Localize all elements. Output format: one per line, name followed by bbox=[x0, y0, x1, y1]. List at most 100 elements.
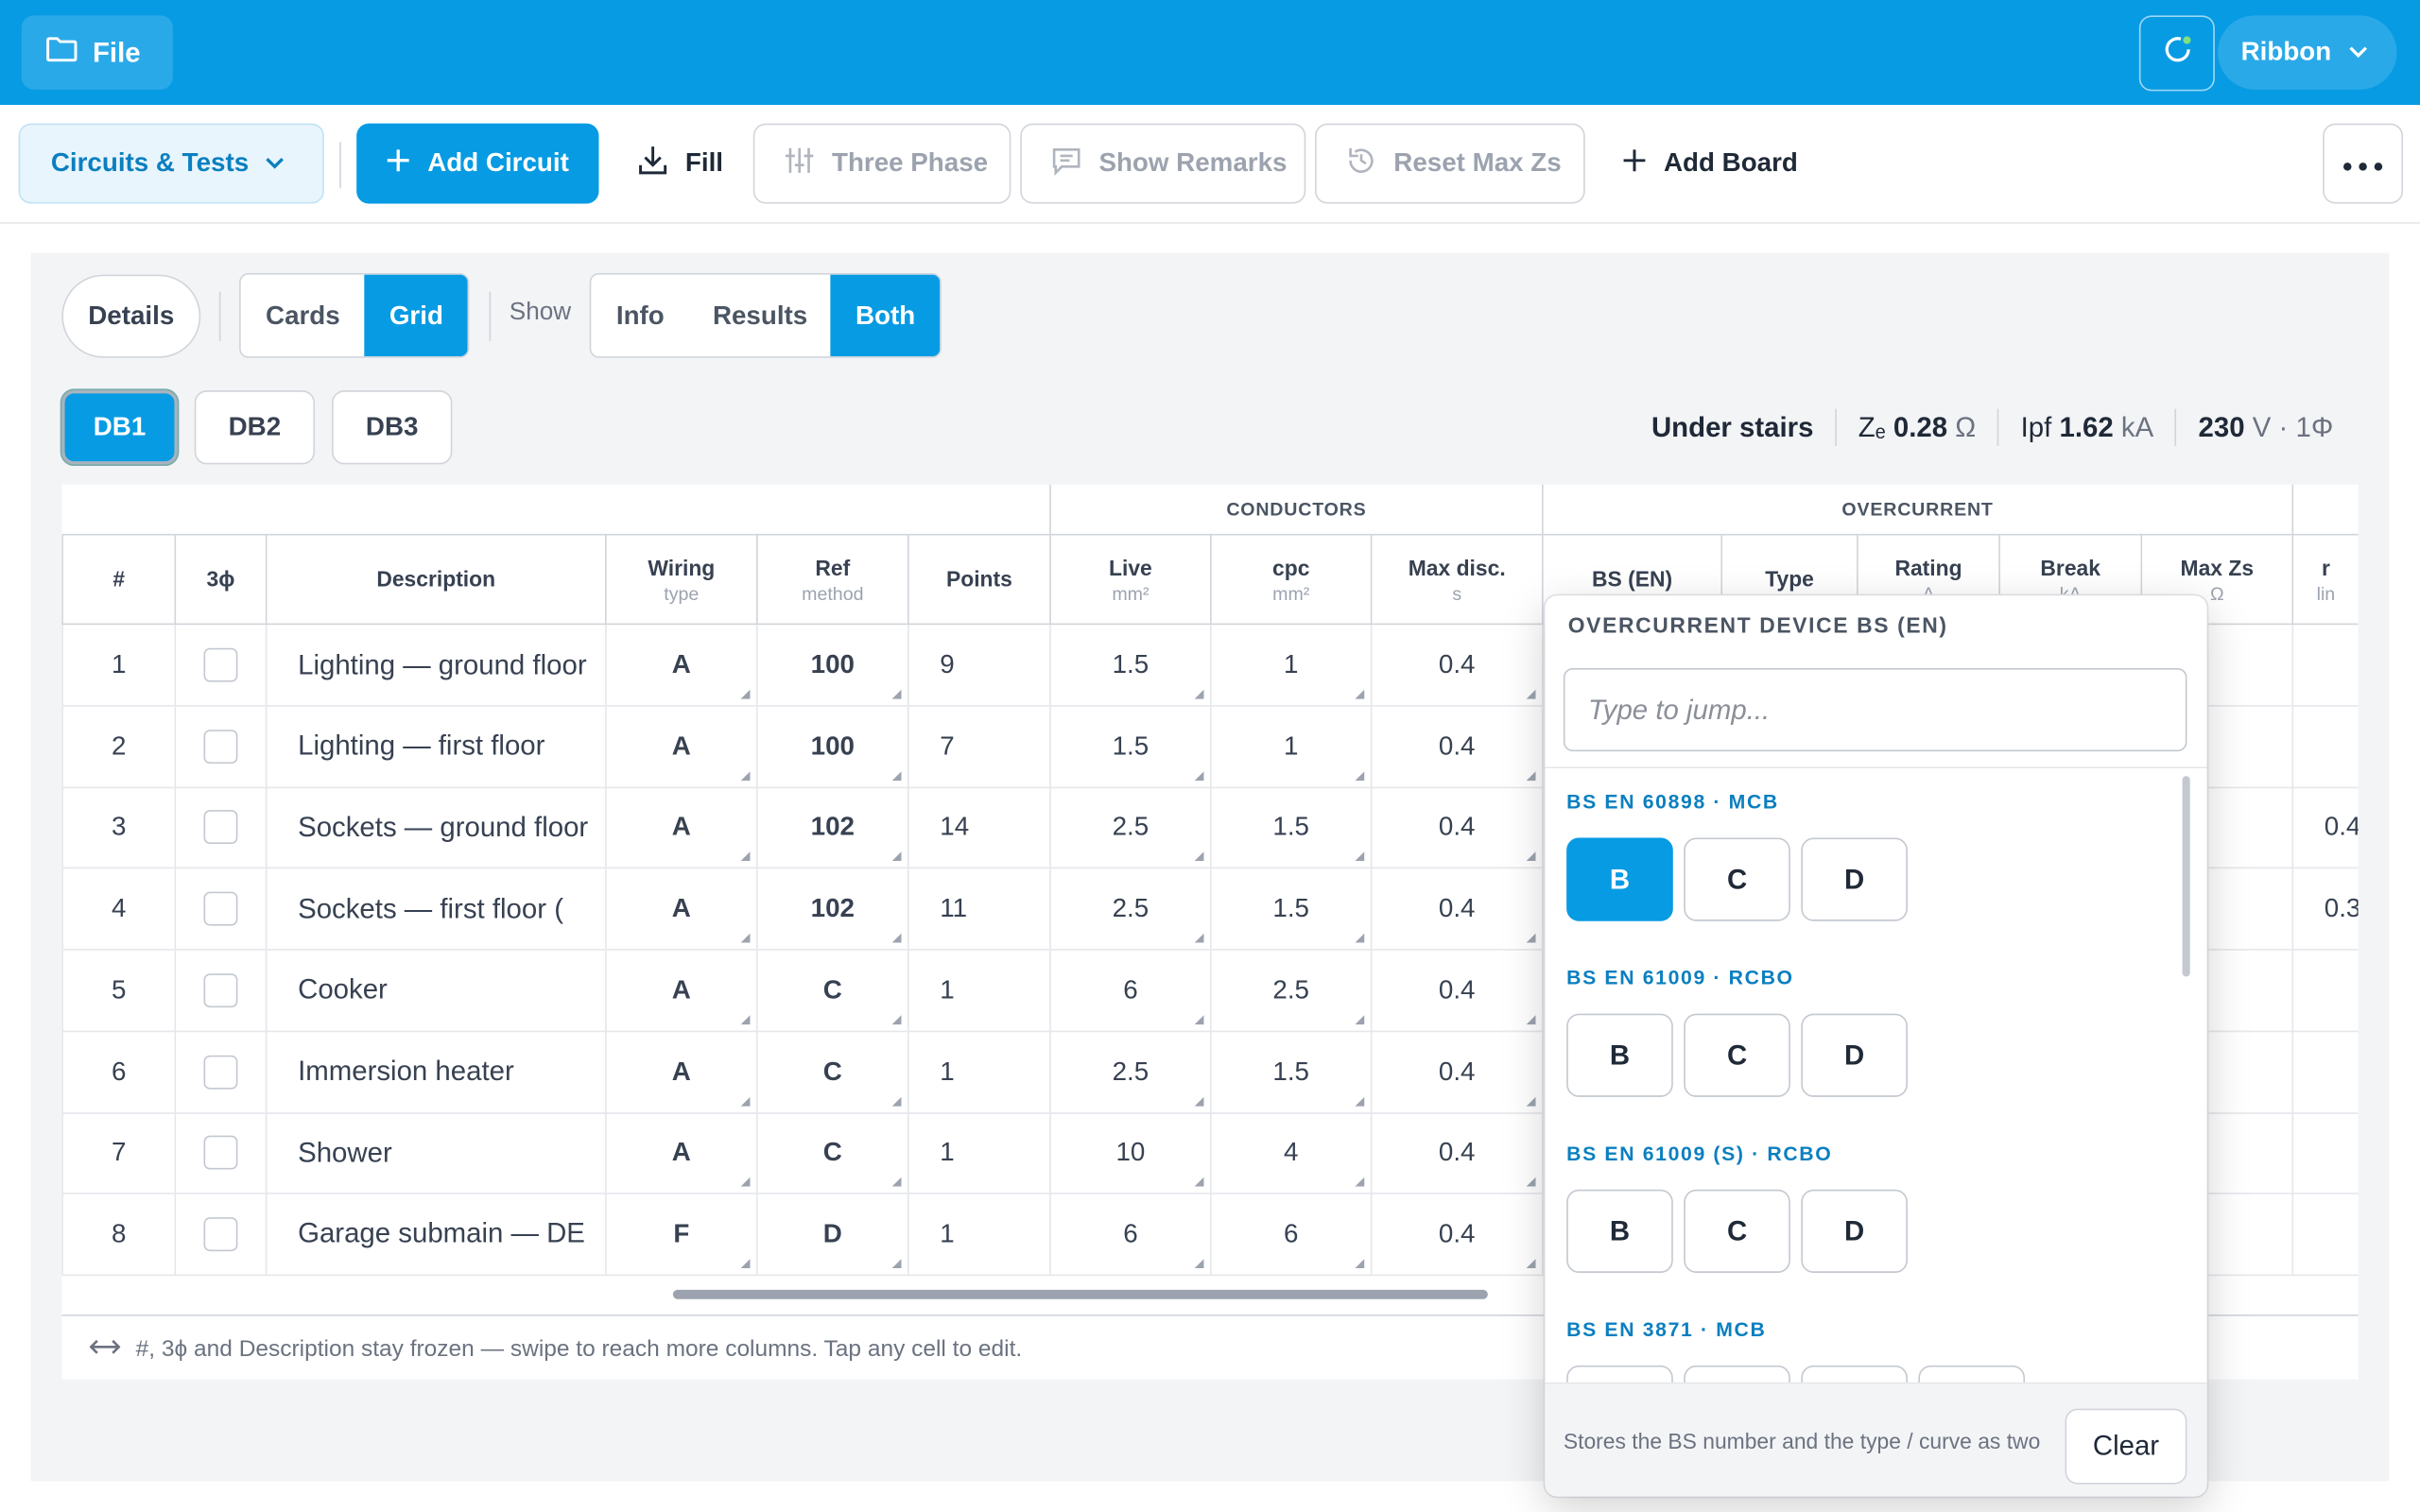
curve-option-button[interactable]: D bbox=[1801, 1013, 1908, 1097]
cell-extra[interactable] bbox=[2291, 950, 2358, 1031]
cell-points[interactable]: 1 bbox=[907, 950, 1049, 1031]
curve-option-button[interactable]: B bbox=[1566, 1189, 1673, 1273]
cell-bs[interactable] bbox=[1542, 950, 1720, 1031]
circuits-tests-dropdown[interactable]: Circuits & Tests bbox=[18, 123, 324, 204]
cell-bs[interactable] bbox=[1542, 1194, 1720, 1275]
cell-extra[interactable]: 0.3 bbox=[2291, 868, 2359, 950]
cell-cpc[interactable]: 1 bbox=[1210, 625, 1371, 706]
jump-search-input[interactable] bbox=[1563, 667, 2187, 752]
cell-disc[interactable]: 0.4 bbox=[1370, 950, 1542, 1031]
cell-ref[interactable]: C bbox=[755, 950, 908, 1031]
cell-points[interactable]: 11 bbox=[907, 868, 1049, 950]
cell-bs[interactable] bbox=[1542, 787, 1720, 868]
show-remarks-button[interactable]: Show Remarks bbox=[1020, 123, 1306, 204]
cell-extra[interactable] bbox=[2291, 706, 2358, 787]
cell-live[interactable]: 2.5 bbox=[1049, 787, 1210, 868]
dropdown-scrollbar[interactable] bbox=[2182, 776, 2190, 977]
three-phase-checkbox[interactable] bbox=[203, 1216, 238, 1251]
cell-ref[interactable]: D bbox=[755, 1194, 908, 1275]
cell-disc[interactable]: 0.4 bbox=[1370, 1112, 1542, 1194]
cell-disc[interactable]: 0.4 bbox=[1370, 706, 1542, 787]
cell-ref[interactable]: C bbox=[755, 1112, 908, 1194]
add-circuit-button[interactable]: Add Circuit bbox=[356, 123, 599, 204]
cell-bs[interactable] bbox=[1542, 706, 1720, 787]
cell-extra[interactable] bbox=[2291, 1194, 2358, 1275]
three-phase-checkbox[interactable] bbox=[203, 810, 238, 845]
cell-wiring[interactable]: A bbox=[605, 1031, 756, 1112]
cell-points[interactable]: 1 bbox=[907, 1194, 1049, 1275]
layout-option-cards[interactable]: Cards bbox=[266, 300, 340, 330]
curve-option-button[interactable]: B bbox=[1566, 1013, 1673, 1097]
cell-disc[interactable]: 0.4 bbox=[1370, 868, 1542, 950]
curve-option-button[interactable]: D bbox=[1801, 837, 1908, 921]
cell-bs[interactable] bbox=[1542, 868, 1720, 950]
three-phase-checkbox[interactable] bbox=[203, 647, 238, 682]
cell-cpc[interactable]: 2.5 bbox=[1210, 950, 1371, 1031]
board-tab-db2[interactable]: DB2 bbox=[194, 390, 316, 465]
cell-desc[interactable]: Sockets — first floor ( bbox=[265, 868, 605, 950]
cell-num[interactable]: 8 bbox=[61, 1194, 174, 1275]
cell-wiring[interactable]: A bbox=[605, 706, 756, 787]
three-phase-checkbox-cell[interactable] bbox=[174, 950, 265, 1031]
cell-extra[interactable] bbox=[2291, 625, 2358, 706]
three-phase-checkbox-cell[interactable] bbox=[174, 625, 265, 706]
cell-num[interactable]: 3 bbox=[61, 787, 174, 868]
cell-disc[interactable]: 0.4 bbox=[1370, 1031, 1542, 1112]
three-phase-checkbox[interactable] bbox=[203, 1054, 238, 1089]
three-phase-checkbox[interactable] bbox=[203, 972, 238, 1007]
cell-disc[interactable]: 0.4 bbox=[1370, 1194, 1542, 1275]
cell-num[interactable]: 5 bbox=[61, 950, 174, 1031]
cell-cpc[interactable]: 4 bbox=[1210, 1112, 1371, 1194]
cell-bs[interactable] bbox=[1542, 625, 1720, 706]
show-option-info[interactable]: Info bbox=[615, 300, 665, 330]
cell-cpc[interactable]: 6 bbox=[1210, 1194, 1371, 1275]
cell-live[interactable]: 6 bbox=[1049, 950, 1210, 1031]
cell-live[interactable]: 6 bbox=[1049, 1194, 1210, 1275]
three-phase-checkbox[interactable] bbox=[203, 729, 238, 764]
cell-points[interactable]: 1 bbox=[907, 1031, 1049, 1112]
details-button[interactable]: Details bbox=[61, 274, 201, 358]
cell-wiring[interactable]: A bbox=[605, 950, 756, 1031]
file-button[interactable]: File bbox=[21, 15, 173, 90]
cell-wiring[interactable]: A bbox=[605, 868, 756, 950]
board-tab-db1[interactable]: DB1 bbox=[61, 390, 178, 465]
cell-desc[interactable]: Shower bbox=[265, 1112, 605, 1194]
cell-num[interactable]: 4 bbox=[61, 868, 174, 950]
curve-option-button[interactable]: C bbox=[1684, 1013, 1790, 1097]
horizontal-scrollbar[interactable] bbox=[672, 1289, 1488, 1299]
show-option-results[interactable]: Results bbox=[712, 300, 808, 330]
three-phase-checkbox[interactable] bbox=[203, 1135, 238, 1170]
cell-wiring[interactable]: A bbox=[605, 1112, 756, 1194]
curve-option-button[interactable]: D bbox=[1801, 1189, 1908, 1273]
curve-option-button[interactable]: B bbox=[1566, 837, 1673, 921]
cell-desc[interactable]: Sockets — ground floor bbox=[265, 787, 605, 868]
three-phase-checkbox-cell[interactable] bbox=[174, 1194, 265, 1275]
cell-extra[interactable] bbox=[2291, 1031, 2358, 1112]
sync-button[interactable] bbox=[2138, 15, 2215, 92]
cell-extra[interactable] bbox=[2291, 1112, 2358, 1194]
cell-desc[interactable]: Lighting — ground floor bbox=[265, 625, 605, 706]
cell-cpc[interactable]: 1.5 bbox=[1210, 1031, 1371, 1112]
cell-ref[interactable]: 102 bbox=[755, 787, 908, 868]
three-phase-button[interactable]: Three Phase bbox=[752, 123, 1011, 204]
cell-bs[interactable] bbox=[1542, 1112, 1720, 1194]
cell-cpc[interactable]: 1.5 bbox=[1210, 787, 1371, 868]
cell-live[interactable]: 10 bbox=[1049, 1112, 1210, 1194]
cell-wiring[interactable]: A bbox=[605, 625, 756, 706]
cell-wiring[interactable]: F bbox=[605, 1194, 756, 1275]
curve-option-button[interactable]: C bbox=[1684, 837, 1790, 921]
cell-desc[interactable]: Lighting — first floor bbox=[265, 706, 605, 787]
cell-disc[interactable]: 0.4 bbox=[1370, 787, 1542, 868]
three-phase-checkbox[interactable] bbox=[203, 891, 238, 926]
show-option-both[interactable]: Both bbox=[830, 274, 941, 357]
clear-button[interactable]: Clear bbox=[2065, 1408, 2187, 1485]
more-options-button[interactable] bbox=[2323, 123, 2404, 204]
ribbon-button[interactable]: Ribbon bbox=[2218, 15, 2397, 90]
board-tab-db3[interactable]: DB3 bbox=[332, 390, 453, 465]
cell-desc[interactable]: Cooker bbox=[265, 950, 605, 1031]
cell-ref[interactable]: 100 bbox=[755, 706, 908, 787]
cell-points[interactable]: 1 bbox=[907, 1112, 1049, 1194]
cell-ref[interactable]: C bbox=[755, 1031, 908, 1112]
cell-cpc[interactable]: 1 bbox=[1210, 706, 1371, 787]
cell-num[interactable]: 7 bbox=[61, 1112, 174, 1194]
